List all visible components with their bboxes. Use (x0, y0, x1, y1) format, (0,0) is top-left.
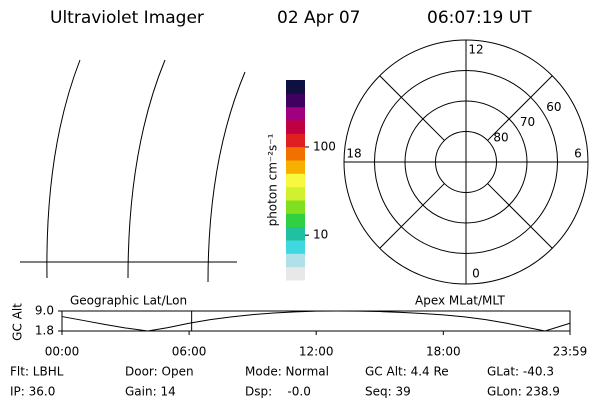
x-tick-label: 23:59 (553, 345, 588, 359)
title: Ultraviolet Imager (50, 8, 204, 28)
colorbar-band (286, 213, 305, 228)
colorbar-band (286, 186, 305, 201)
x-tick-label: 18:00 (426, 345, 461, 359)
right-label: Apex MLat/MLT (415, 294, 505, 308)
y-axis-label: GC Alt (11, 303, 25, 341)
mlt-label: 18 (346, 147, 361, 161)
colorbar-band (286, 146, 305, 161)
y-tick-label: 9.0 (35, 304, 54, 318)
colorbar-band (286, 200, 305, 214)
time: 06:07:19 UT (427, 8, 532, 28)
meridian (127, 59, 166, 279)
colorbar-band (286, 120, 305, 134)
lat-label: 80 (493, 130, 508, 144)
colorbar-label: photon cm⁻²s⁻¹ (266, 133, 280, 226)
meridian (46, 59, 81, 279)
x-tick-label: 12:00 (299, 345, 334, 359)
status-field: Door: Open (125, 365, 194, 379)
left-label: Geographic Lat/Lon (70, 294, 187, 308)
status-field: GC Alt: 4.4 Re (365, 365, 449, 379)
lat-label: 70 (520, 115, 535, 129)
status-field: Flt: LBHL (10, 365, 64, 379)
mlt-label: 6 (574, 147, 582, 161)
status-field: GLon: 238.9 (487, 385, 560, 399)
diag-line (487, 183, 553, 249)
colorbar-band (286, 226, 305, 241)
diag-line (379, 183, 445, 249)
meridian (207, 71, 246, 283)
status-field: IP: 36.0 (10, 385, 55, 399)
colorbar-band (286, 253, 305, 268)
diag-line (379, 75, 445, 141)
x-tick-label: 06:00 (172, 345, 207, 359)
colorbar-band (286, 133, 305, 148)
x-tick-label: 00:00 (45, 345, 80, 359)
status-field: Seq: 39 (365, 385, 411, 399)
status-field: GLat: -40.3 (487, 365, 554, 379)
colorbar-band (286, 93, 305, 108)
date: 02 Apr 07 (277, 8, 360, 28)
y-tick-label: 1.8 (35, 324, 54, 338)
colorbar-band (286, 106, 305, 121)
status-field: Mode: Normal (245, 365, 329, 379)
status-field: Gain: 14 (125, 385, 176, 399)
diag-line (487, 75, 553, 141)
colorbar-band (286, 173, 305, 188)
colorbar-tick-label: 10 (313, 228, 328, 242)
colorbar-band (286, 80, 305, 94)
status-field: Dsp: -0.0 (245, 385, 311, 399)
colorbar-band (286, 160, 305, 174)
colorbar-tick-label: 100 (313, 139, 336, 153)
colorbar-band (286, 240, 305, 254)
lat-label: 60 (546, 100, 561, 114)
alt-line (61, 310, 571, 332)
mlt-label: 12 (468, 43, 483, 57)
mlt-label: 0 (472, 267, 480, 281)
colorbar-band (286, 266, 305, 281)
geographic-grid (20, 59, 246, 283)
